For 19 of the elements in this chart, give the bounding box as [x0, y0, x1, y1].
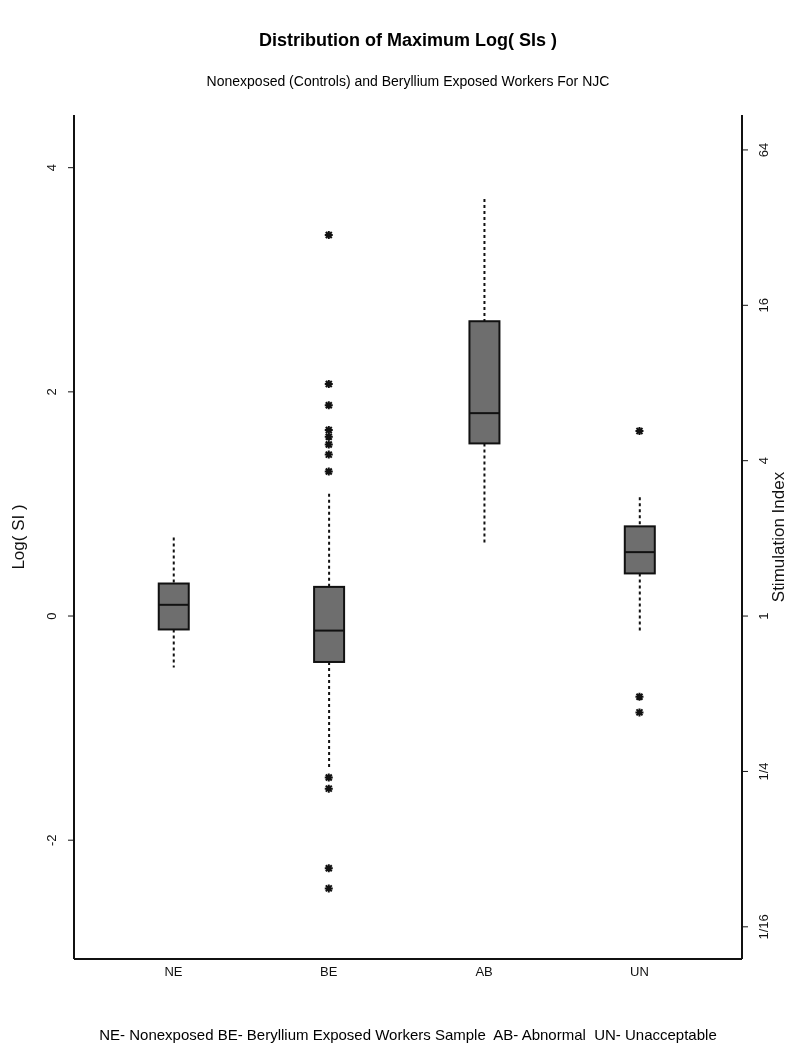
y2-tick-label: 1/4 [756, 762, 772, 781]
chart-title: Distribution of Maximum Log( SIs ) [258, 30, 558, 51]
y2-tick-label: 16 [756, 298, 772, 313]
y2-tick-label: 4 [756, 457, 772, 465]
text: NE- Nonexposed BE- Beryllium Exposed Workers Sample AB- Abnormal UN- Unacceptable [98, 1026, 718, 1043]
y2-axis-title: Stimulation Index [769, 471, 789, 603]
y2-tick-label: 1/16 [756, 914, 772, 940]
x-tick-label: AB [475, 964, 493, 980]
y-tick-label: 4 [44, 164, 60, 172]
chart-subtitle: Nonexposed (Controls) and Beryllium Exposed Workers For NJC [205, 73, 611, 89]
x-tick-label: NE [164, 964, 183, 980]
y2-tick-label: 64 [756, 142, 772, 158]
y-tick-label: -2 [44, 834, 60, 846]
x-tick-label: UN [630, 964, 649, 980]
y-axis-title: Log( SI ) [9, 504, 29, 570]
y2-tick-label: 1 [756, 612, 772, 620]
x-tick-label: BE [320, 964, 338, 980]
y-tick-label: 0 [44, 612, 60, 620]
y-tick-label: 2 [44, 388, 60, 396]
